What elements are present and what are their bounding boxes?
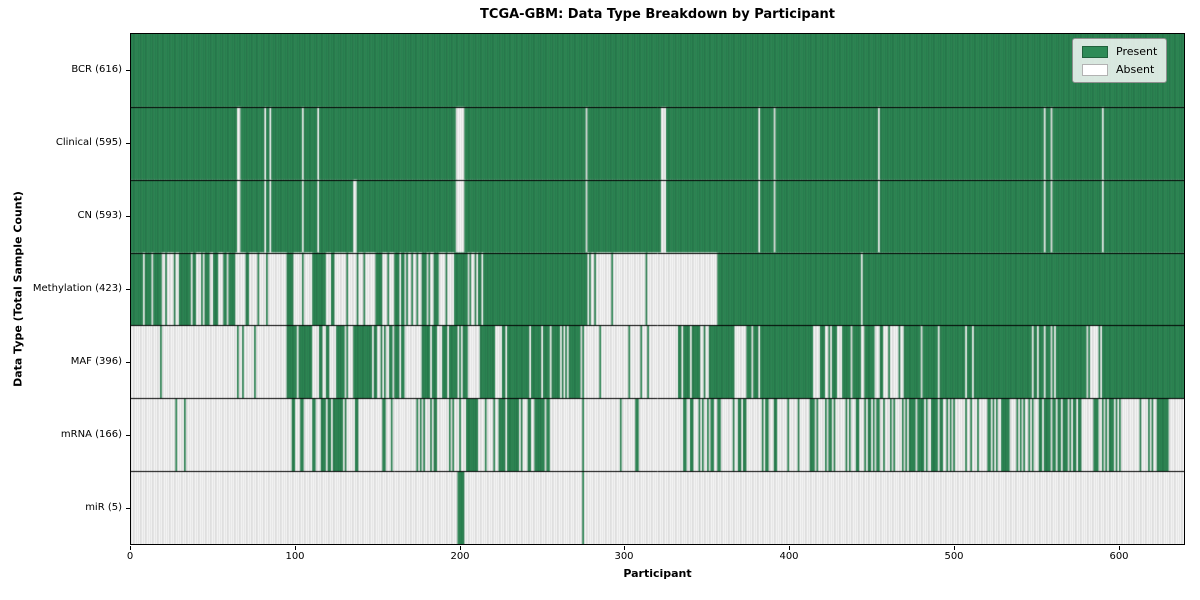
y-tick [126, 508, 130, 509]
chart-title: TCGA-GBM: Data Type Breakdown by Partici… [480, 7, 835, 22]
y-tick [126, 216, 130, 217]
y-category-label: Methylation (423) [32, 283, 122, 294]
x-tick [1119, 546, 1120, 550]
present-swatch [1082, 45, 1108, 58]
legend: Present Absent [1072, 38, 1168, 83]
presence-matrix [131, 34, 1184, 544]
y-category-label: MAF (396) [70, 356, 122, 368]
x-tick-label: 600 [1109, 551, 1129, 562]
y-category-label: miR (5) [85, 502, 122, 514]
y-tick [126, 435, 130, 436]
y-category-label: BCR (616) [71, 63, 122, 75]
x-tick-label: 200 [450, 551, 470, 562]
y-tick [126, 362, 130, 363]
x-tick-label: 400 [779, 551, 799, 562]
x-tick [460, 546, 461, 550]
x-tick-label: 0 [126, 551, 134, 562]
x-tick [789, 546, 790, 550]
x-tick-label: 300 [614, 551, 634, 562]
y-category-label: CN (593) [77, 209, 122, 221]
legend-label: Present [1116, 45, 1158, 58]
plot-area [130, 33, 1185, 545]
legend-item-absent: Absent [1082, 63, 1157, 76]
x-tick [130, 546, 131, 550]
y-category-label: Clinical (595) [55, 136, 122, 148]
x-tick [624, 546, 625, 550]
x-tick-label: 100 [285, 551, 305, 562]
x-tick [954, 546, 955, 550]
x-axis-title: Participant [623, 567, 692, 580]
x-tick [295, 546, 296, 550]
y-tick [126, 70, 130, 71]
legend-label: Absent [1116, 63, 1155, 76]
y-tick [126, 143, 130, 144]
y-tick [126, 289, 130, 290]
x-tick-label: 500 [944, 551, 964, 562]
y-category-label: mRNA (166) [60, 429, 122, 441]
absent-swatch [1082, 63, 1108, 76]
legend-item-present: Present [1082, 45, 1157, 58]
